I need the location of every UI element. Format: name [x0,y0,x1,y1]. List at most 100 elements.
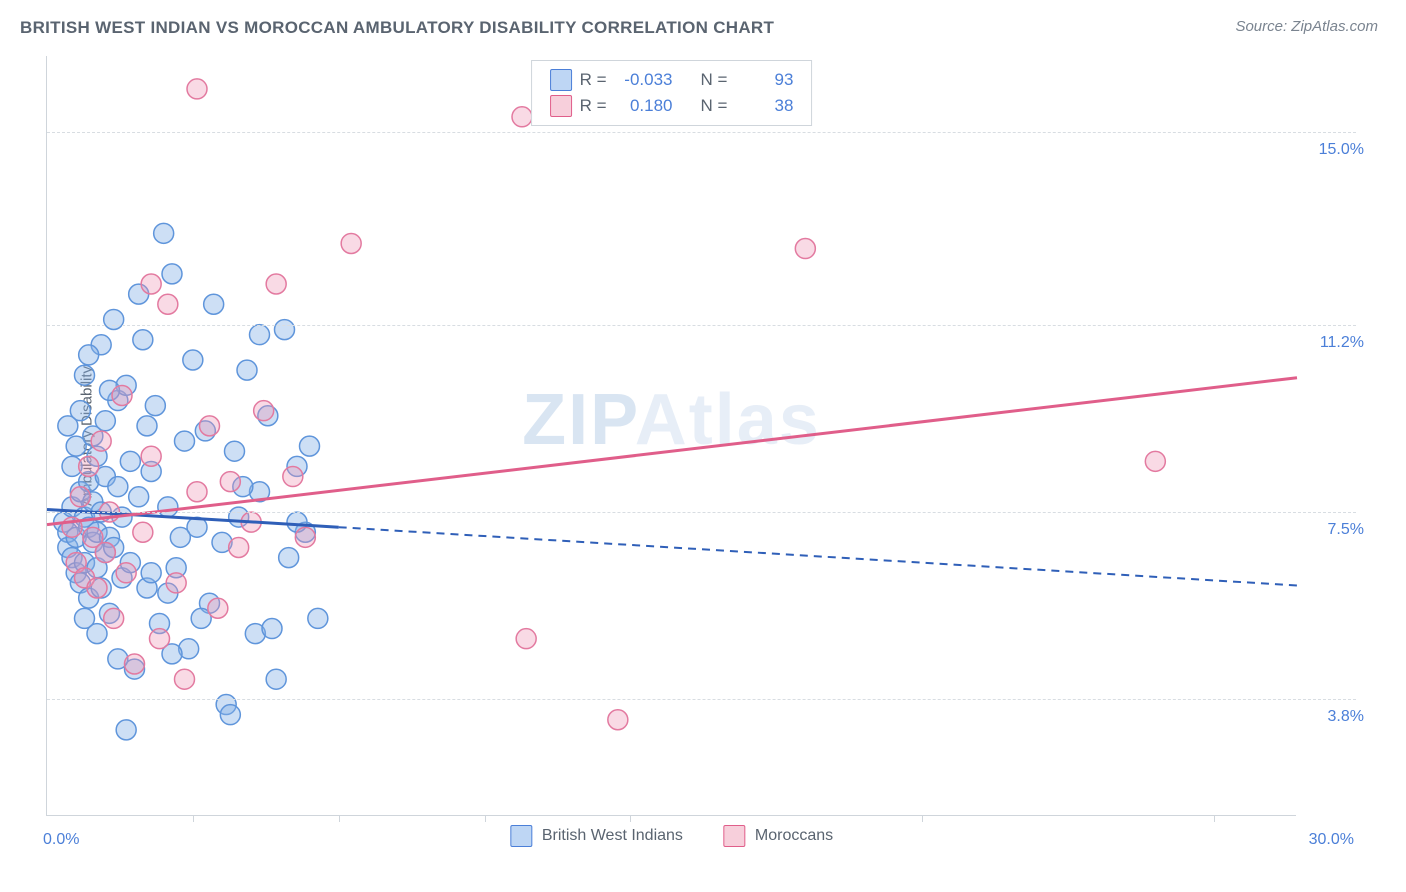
swatch-icon [723,825,745,847]
legend-series-label: Moroccans [755,827,833,845]
data-point [95,411,115,431]
data-point [266,274,286,294]
data-point [158,497,178,517]
data-point [120,451,140,471]
legend-item: British West Indians [510,825,683,847]
legend-n-value: 93 [735,70,793,90]
xtick [339,815,340,822]
data-point [145,396,165,416]
data-point [208,598,228,618]
xaxis-min-label: 0.0% [43,831,79,849]
legend-r-label: R = [580,96,607,116]
data-point [187,79,207,99]
data-point [112,385,132,405]
legend-r-value: -0.033 [615,70,673,90]
data-point [154,223,174,243]
plot-svg [47,56,1296,815]
ytick-label: 7.5% [1304,521,1364,539]
data-point [116,563,136,583]
data-point [187,482,207,502]
chart-title: BRITISH WEST INDIAN VS MOROCCAN AMBULATO… [20,18,774,38]
data-point [225,441,245,461]
legend-series-label: British West Indians [542,827,683,845]
data-point [200,416,220,436]
data-point [75,365,95,385]
data-point [183,350,203,370]
data-point [141,563,161,583]
data-point [166,573,186,593]
gridline [47,699,1356,700]
plot-area: Ambulatory Disability ZIPAtlas R = -0.03… [46,56,1296,816]
data-point [133,522,153,542]
data-point [104,309,124,329]
data-point [229,537,249,557]
legend-row: R = -0.033 N = 93 [550,67,794,93]
chart-container: BRITISH WEST INDIAN VS MOROCCAN AMBULATO… [0,0,1406,892]
data-point [58,416,78,436]
legend-r-label: R = [580,70,607,90]
gridline [47,132,1356,133]
data-point [158,294,178,314]
data-point [141,446,161,466]
data-point [175,431,195,451]
data-point [204,294,224,314]
data-point [295,527,315,547]
data-point [341,233,361,253]
ytick-label: 3.8% [1304,708,1364,726]
ytick-label: 11.2% [1304,334,1364,352]
xaxis-max-label: 30.0% [1309,831,1354,849]
xtick [193,815,194,822]
data-point [220,705,240,725]
data-point [95,543,115,563]
data-point [87,578,107,598]
data-point [133,330,153,350]
swatch-icon [510,825,532,847]
legend-item: Moroccans [723,825,833,847]
legend-n-value: 38 [735,96,793,116]
trend-line-extrapolated [339,527,1297,585]
data-point [104,608,124,628]
data-point [75,608,95,628]
data-point [91,431,111,451]
legend-row: R = 0.180 N = 38 [550,93,794,119]
series-legend: British West Indians Moroccans [510,825,833,847]
data-point [137,416,157,436]
data-point [108,477,128,497]
data-point [262,619,282,639]
data-point [275,320,295,340]
data-point [795,239,815,259]
data-point [125,654,145,674]
swatch-icon [550,95,572,117]
data-point [162,264,182,284]
legend-r-value: 0.180 [615,96,673,116]
data-point [1145,451,1165,471]
data-point [141,274,161,294]
data-point [79,456,99,476]
xtick [630,815,631,822]
data-point [220,472,240,492]
xtick [485,815,486,822]
data-point [266,669,286,689]
data-point [516,629,536,649]
data-point [129,487,149,507]
data-point [175,669,195,689]
data-point [170,527,190,547]
swatch-icon [550,69,572,91]
data-point [237,360,257,380]
data-point [608,710,628,730]
data-point [150,629,170,649]
data-point [116,720,136,740]
xtick [922,815,923,822]
xtick [1214,815,1215,822]
ytick-label: 15.0% [1304,141,1364,159]
legend-n-label: N = [701,96,728,116]
data-point [279,548,299,568]
correlation-legend: R = -0.033 N = 93 R = 0.180 N = 38 [531,60,813,126]
data-point [79,345,99,365]
legend-n-label: N = [701,70,728,90]
data-point [512,107,532,127]
data-point [70,487,90,507]
data-point [283,467,303,487]
gridline [47,325,1356,326]
gridline [47,512,1356,513]
